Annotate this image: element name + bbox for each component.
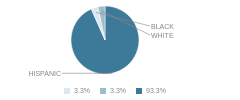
- svg-text:BLACK: BLACK: [151, 23, 174, 30]
- svg-text:WHITE: WHITE: [151, 32, 174, 39]
- svg-text:HISPANIC: HISPANIC: [28, 70, 61, 77]
- html-text:3.3%: 3.3%: [110, 87, 126, 94]
- html-text:3.3%: 3.3%: [74, 87, 91, 94]
- html-text:93.3%: 93.3%: [146, 87, 166, 94]
